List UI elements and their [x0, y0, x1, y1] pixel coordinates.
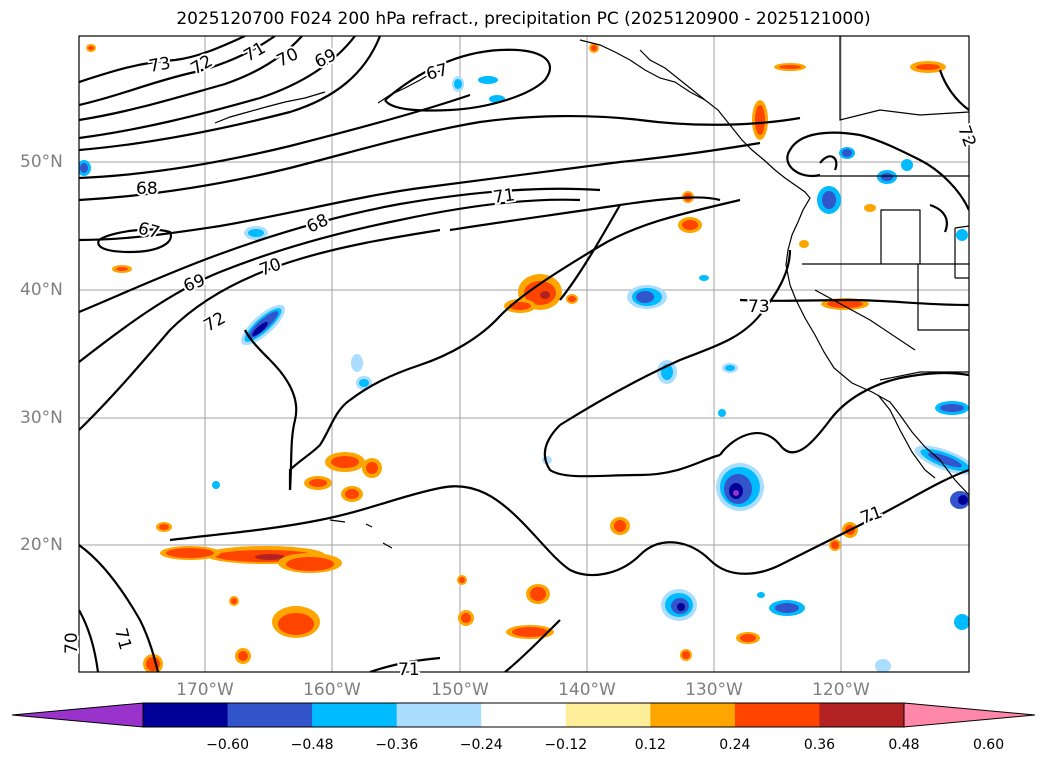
lon-label-170w: 170°W	[176, 680, 234, 700]
colorbar-cell	[396, 703, 482, 727]
lat-label-40n: 40°N	[20, 280, 63, 300]
lon-label-130w: 130°W	[685, 680, 743, 700]
colorbar-frame	[142, 702, 905, 728]
lon-label-140w: 140°W	[558, 680, 616, 700]
colorbar-tick-label: −0.12	[544, 737, 588, 753]
colorbar-cell	[312, 703, 398, 727]
colorbar-cell	[734, 703, 820, 727]
colorbar-tick-label: 0.12	[634, 737, 666, 753]
colorbar-cell	[565, 703, 651, 727]
map-frame	[78, 35, 970, 673]
colorbar-tick-label: 0.24	[719, 737, 751, 753]
lat-label-20n: 20°N	[20, 535, 63, 555]
colorbar-cell	[650, 703, 736, 727]
colorbar-tick-label: −0.36	[375, 737, 419, 753]
contour-label: 73	[748, 297, 770, 317]
refractivity-contours	[79, 36, 969, 672]
precip-negative-patches	[79, 76, 969, 672]
colorbar-tick-label: −0.60	[206, 737, 249, 753]
precip-positive-patches	[86, 43, 946, 672]
colorbar-tick-label: 0.48	[888, 737, 920, 753]
lon-label-120w: 120°W	[812, 680, 870, 700]
colorbar-extend-max	[903, 702, 1036, 728]
map-title: 2025120700 F024 200 hPa refract., precip…	[176, 9, 871, 29]
colorbar-tick-label: −0.48	[290, 737, 334, 753]
colorbar-cell	[481, 703, 567, 727]
colorbar-cell	[143, 703, 229, 727]
contour-label: 68	[136, 179, 158, 199]
colorbar-extend-min	[11, 702, 144, 728]
colorbar-tick-label: 0.60	[972, 737, 1005, 753]
lon-label-160w: 160°W	[303, 680, 361, 700]
colorbar-cell	[819, 703, 905, 727]
lat-label-50n: 50°N	[20, 152, 63, 172]
lat-label-30n: 30°N	[20, 408, 63, 428]
contour-label: 70	[62, 632, 82, 654]
colorbar-cell	[227, 703, 313, 727]
contour-label: 71	[398, 660, 420, 680]
colorbar-tick-label: 0.36	[803, 737, 836, 753]
lon-label-150w: 150°W	[431, 680, 489, 700]
colorbar-tick-label: −0.24	[459, 737, 503, 753]
